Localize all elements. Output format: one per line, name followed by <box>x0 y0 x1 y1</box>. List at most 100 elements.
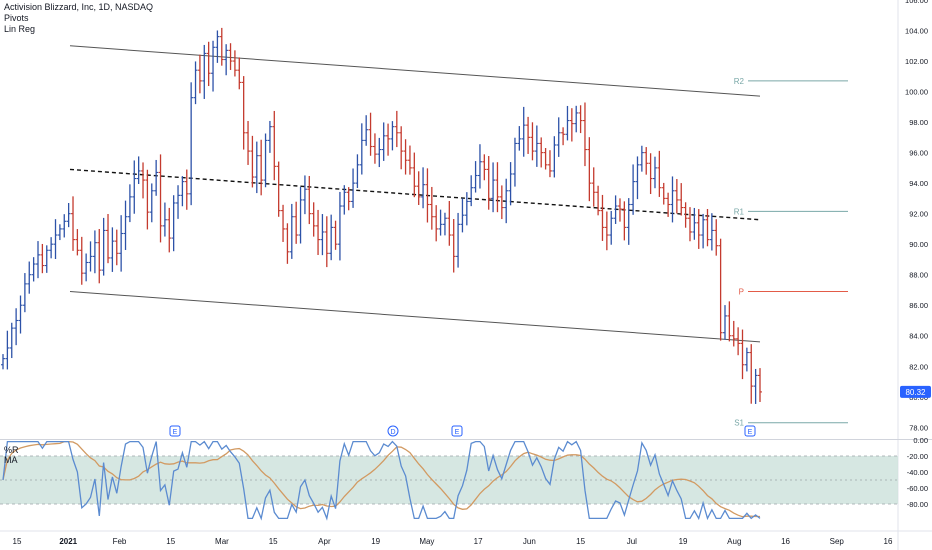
event-marker[interactable]: D <box>388 426 398 436</box>
ohlc-bar <box>705 209 709 246</box>
ohlc-bar <box>141 162 145 198</box>
ohlc-bar <box>277 162 281 217</box>
time-tick-label: May <box>419 537 434 546</box>
time-tick-label: Mar <box>215 537 229 546</box>
ohlc-bar <box>670 176 674 222</box>
ohlc-bar <box>268 121 272 153</box>
event-marker[interactable]: E <box>745 426 755 436</box>
ohlc-bar <box>194 61 198 104</box>
event-marker-label: E <box>455 429 460 436</box>
price-tick-label: 86.00 <box>909 301 928 310</box>
ohlc-bar <box>202 45 206 99</box>
ohlc-bar <box>465 192 469 225</box>
ohlc-bar <box>185 170 189 210</box>
ohlc-bar <box>75 229 79 255</box>
ohlc-bar <box>159 154 163 242</box>
ohlc-bar <box>688 207 692 241</box>
ohlc-bar <box>491 162 495 212</box>
ohlc-bar <box>434 205 438 241</box>
price-tick-label: 84.00 <box>909 332 928 341</box>
ohlc-bar <box>242 76 246 149</box>
ohlc-bar <box>307 176 311 224</box>
ohlc-bar <box>49 237 53 258</box>
ohlc-bar <box>172 195 176 251</box>
ohlc-bar <box>404 139 408 174</box>
ohlc-bar <box>281 205 285 242</box>
oscillator-legend: %R MA <box>4 445 19 465</box>
ohlc-bar <box>62 214 66 237</box>
ohlc-bar <box>40 244 44 273</box>
ohlc-bar <box>67 203 71 227</box>
ohlc-bar <box>640 146 644 172</box>
pivot-label-p: P <box>739 287 744 296</box>
ohlc-bar <box>644 147 648 175</box>
ohlc-bar <box>347 187 351 210</box>
ohlc-bar <box>215 30 219 62</box>
event-marker-label: E <box>173 429 178 436</box>
ohlc-bar <box>587 137 591 201</box>
ohlc-bar <box>456 213 460 268</box>
price-tick-label: 102.00 <box>905 57 928 66</box>
time-tick-label: 17 <box>474 537 483 546</box>
ohlc-bar <box>167 208 171 252</box>
ohlc-bar <box>351 168 355 207</box>
ohlc-bar <box>154 160 158 196</box>
ohlc-bar <box>224 44 228 75</box>
ohlc-bar <box>32 257 36 281</box>
ohlc-bar <box>290 204 294 259</box>
ohlc-bar <box>299 187 303 244</box>
ohlc-bar <box>163 203 167 237</box>
oscillator-tick-label: -80.00 <box>907 500 928 509</box>
ohlc-bar <box>198 55 202 94</box>
pivot-label-s1: S1 <box>734 419 744 428</box>
ohlc-bar <box>539 137 543 167</box>
ohlc-bar <box>754 369 758 404</box>
ohlc-bar <box>736 327 740 355</box>
ohlc-bar <box>128 184 132 222</box>
ohlc-bar <box>635 156 639 199</box>
time-tick-label: 15 <box>269 537 278 546</box>
ohlc-bar <box>84 253 88 281</box>
ohlc-bar <box>97 229 101 283</box>
ohlc-bar <box>250 136 254 188</box>
ohlc-bar <box>649 153 653 194</box>
ohlc-bar <box>657 151 661 197</box>
ohlc-bar <box>115 230 119 266</box>
ohlc-bar <box>145 170 149 230</box>
ohlc-bar <box>334 221 338 250</box>
indicator-pivots[interactable]: Pivots <box>4 13 153 24</box>
ohlc-bar <box>54 219 58 259</box>
indicator-wr[interactable]: %R <box>4 445 19 455</box>
ohlc-bar <box>509 162 513 205</box>
event-marker-label: E <box>748 429 753 436</box>
symbol-title[interactable]: Activision Blizzard, Inc, 1D, NASDAQ <box>4 2 153 13</box>
price-tick-label: 92.00 <box>909 210 928 219</box>
pivot-label-r2: R2 <box>734 77 745 86</box>
ohlc-bar <box>329 215 333 261</box>
indicator-linreg[interactable]: Lin Reg <box>4 24 153 35</box>
price-tick-label: 106.00 <box>905 0 928 5</box>
ohlc-bar <box>220 28 224 66</box>
ohlc-bar <box>58 224 62 240</box>
time-tick-label: 15 <box>166 537 175 546</box>
ohlc-bar <box>285 223 289 264</box>
time-tick-label: 2021 <box>59 537 77 546</box>
ohlc-bar <box>106 214 110 263</box>
ohlc-bar <box>272 111 276 180</box>
ohlc-bar <box>701 214 705 248</box>
indicator-ma[interactable]: MA <box>4 455 19 465</box>
oscillator-tick-label: -20.00 <box>907 452 928 461</box>
time-tick-label: 19 <box>371 537 380 546</box>
ohlc-bar <box>180 176 184 206</box>
ohlc-bar <box>605 211 609 250</box>
ohlc-bar <box>675 179 679 213</box>
event-marker[interactable]: E <box>452 426 462 436</box>
ohlc-bar <box>579 105 583 133</box>
ohlc-bar <box>544 148 548 169</box>
ohlc-bar <box>89 241 93 271</box>
ohlc-bar <box>714 219 718 255</box>
ohlc-bar <box>124 201 128 250</box>
ohlc-bar <box>565 106 569 140</box>
event-marker[interactable]: E <box>170 426 180 436</box>
